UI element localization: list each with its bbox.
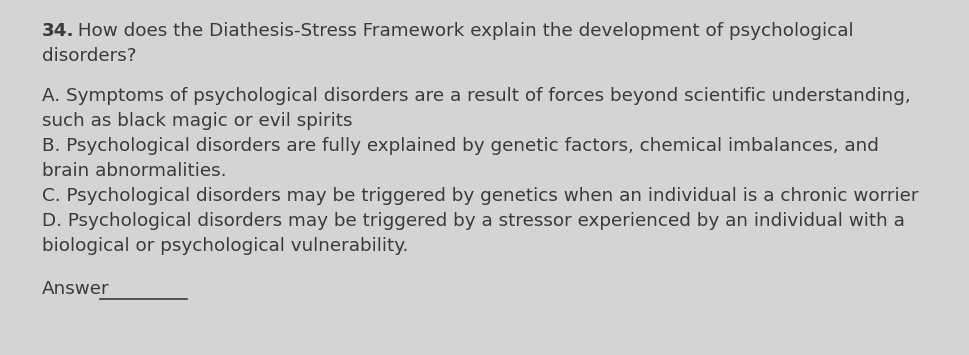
Text: 34.: 34. [42, 22, 75, 40]
Text: A. Symptoms of psychological disorders are a result of forces beyond scientific : A. Symptoms of psychological disorders a… [42, 87, 911, 105]
Text: D. Psychological disorders may be triggered by a stressor experienced by an indi: D. Psychological disorders may be trigge… [42, 212, 905, 230]
Text: biological or psychological vulnerability.: biological or psychological vulnerabilit… [42, 237, 408, 255]
Text: disorders?: disorders? [42, 47, 137, 65]
Text: Answer: Answer [42, 279, 109, 297]
Text: B. Psychological disorders are fully explained by genetic factors, chemical imba: B. Psychological disorders are fully exp… [42, 137, 879, 155]
Text: How does the Diathesis-Stress Framework explain the development of psychological: How does the Diathesis-Stress Framework … [72, 22, 854, 40]
Text: such as black magic or evil spirits: such as black magic or evil spirits [42, 112, 353, 130]
Text: C. Psychological disorders may be triggered by genetics when an individual is a : C. Psychological disorders may be trigge… [42, 187, 919, 205]
Text: brain abnormalities.: brain abnormalities. [42, 162, 227, 180]
